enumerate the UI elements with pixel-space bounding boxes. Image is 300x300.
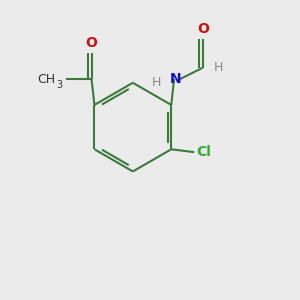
Text: CH: CH <box>38 73 56 86</box>
Text: Cl: Cl <box>197 145 212 159</box>
Text: H: H <box>214 61 223 74</box>
Text: O: O <box>197 22 208 36</box>
Text: H: H <box>152 76 162 88</box>
Text: O: O <box>85 36 98 50</box>
Text: 3: 3 <box>56 80 63 91</box>
Text: N: N <box>170 72 181 86</box>
